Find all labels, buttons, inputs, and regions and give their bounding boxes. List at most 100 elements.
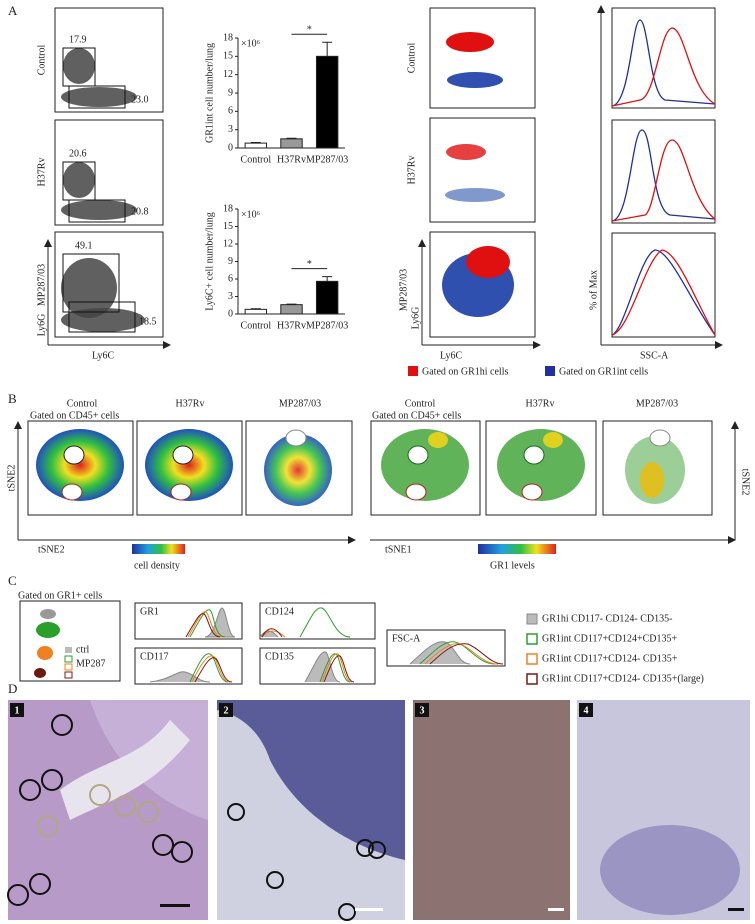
gate-value: 20.6 bbox=[69, 148, 87, 159]
column-label: MP287/03 bbox=[636, 398, 678, 409]
legend-label: Gated on GR1int cells bbox=[559, 366, 648, 377]
x-tick-label: MP287/03 bbox=[306, 154, 348, 165]
x-tick-label: MP287/03 bbox=[306, 320, 348, 331]
gate-label: Gated on CD45+ cells bbox=[372, 410, 461, 421]
gate-value: 23.0 bbox=[131, 94, 149, 105]
histograms bbox=[611, 7, 716, 338]
legend-swatch bbox=[545, 366, 555, 376]
column-label: Control bbox=[405, 398, 436, 409]
y-tick-label: 6 bbox=[228, 273, 233, 284]
panel-label: D bbox=[8, 681, 17, 696]
histogram-title: CD117 bbox=[140, 651, 169, 662]
x-tick-label: Control bbox=[241, 320, 272, 331]
y-tick-label: 3 bbox=[228, 291, 233, 302]
legend-label: ctrl bbox=[76, 644, 90, 655]
y-tick-label: 0 bbox=[228, 142, 233, 153]
bar bbox=[315, 280, 339, 315]
legend-label: GR1hi CD117- CD124- CD135- bbox=[542, 613, 672, 624]
legend-swatch bbox=[526, 633, 538, 645]
bar bbox=[315, 55, 339, 149]
image-label: 1 bbox=[15, 705, 20, 716]
tsne-maps bbox=[27, 420, 713, 516]
error-bar bbox=[250, 308, 261, 310]
axis-label: tSNE1 bbox=[385, 544, 412, 555]
gate-label: Gated on GR1+ cells bbox=[18, 590, 102, 601]
histogram-title: GR1 bbox=[140, 606, 159, 617]
tsne-inset bbox=[19, 600, 121, 682]
flow-plot: 49.1 18.5 bbox=[54, 231, 164, 338]
axis-label: tSNE2 bbox=[740, 469, 751, 496]
flow-plot: 20.6 20.8 bbox=[54, 119, 164, 226]
y-tick-label: 0 bbox=[228, 308, 233, 319]
gate-label: Gated on CD45+ cells bbox=[30, 410, 119, 421]
axis-label: Ly6C bbox=[440, 350, 463, 361]
y-tick-label: 15 bbox=[223, 51, 233, 62]
color-bar-label: GR1 levels bbox=[490, 560, 535, 571]
axis-label: SSC-A bbox=[640, 350, 669, 361]
x-tick-label: Control bbox=[241, 154, 272, 165]
legend-swatch bbox=[526, 613, 538, 625]
histogram-title: FSC-A bbox=[392, 633, 421, 644]
scale-label: ×10⁶ bbox=[241, 209, 261, 220]
gate-value: 49.1 bbox=[75, 240, 93, 251]
image-label: 2 bbox=[224, 705, 229, 716]
scale-label: ×10⁶ bbox=[241, 38, 261, 49]
row-label: Control bbox=[36, 45, 47, 76]
legend-label: GR1int CD117+CD124- CD135+ bbox=[542, 653, 678, 664]
color-bar-label: cell density bbox=[134, 560, 180, 571]
y-axis-label: Ly6C+ cell number/lung bbox=[204, 212, 215, 310]
x-tick-label: H37Rv bbox=[277, 154, 306, 165]
legend-label: GR1int CD117+CD124- CD135+(large) bbox=[542, 673, 704, 684]
column-label: MP287/03 bbox=[279, 398, 321, 409]
error-bar bbox=[322, 276, 333, 282]
column-label: H37Rv bbox=[176, 398, 205, 409]
y-tick-label: 9 bbox=[228, 87, 233, 98]
legend-swatch bbox=[526, 653, 538, 665]
legend-swatch bbox=[408, 366, 418, 376]
row-label: H37Rv bbox=[406, 156, 417, 185]
legend-label: MP287 bbox=[76, 658, 105, 669]
gate-value: 18.5 bbox=[139, 316, 157, 327]
legend-swatch bbox=[526, 673, 538, 685]
y-tick-label: 12 bbox=[223, 238, 233, 249]
axis-label: Ly6C bbox=[92, 350, 115, 361]
y-tick-label: 3 bbox=[228, 124, 233, 135]
row-label: MP287/03 bbox=[398, 269, 409, 311]
bar bbox=[280, 304, 303, 315]
y-tick-label: 15 bbox=[223, 221, 233, 232]
image-label: 3 bbox=[420, 705, 425, 716]
bar bbox=[244, 308, 268, 315]
flow-plot: 17.9 23.0 bbox=[54, 7, 164, 113]
y-tick-label: 12 bbox=[223, 69, 233, 80]
error-bar bbox=[250, 142, 261, 144]
column-label: Control bbox=[67, 398, 98, 409]
gate-value: 17.9 bbox=[69, 34, 87, 45]
legend-label: Gated on GR1hi cells bbox=[422, 366, 508, 377]
panel-label: A bbox=[8, 3, 18, 18]
bar bbox=[280, 138, 303, 149]
panel-label: B bbox=[8, 391, 17, 406]
error-bar bbox=[286, 137, 297, 139]
legend-label: GR1int CD117+CD124+CD135+ bbox=[542, 633, 678, 644]
x-tick-label: H37Rv bbox=[277, 320, 306, 331]
marker-histograms bbox=[134, 602, 506, 685]
histogram-title: CD124 bbox=[265, 606, 294, 617]
error-bar bbox=[322, 41, 333, 57]
color-bar bbox=[132, 544, 185, 554]
y-tick-label: 18 bbox=[223, 203, 233, 214]
axis-label: tSNE2 bbox=[38, 544, 65, 555]
annotation: * bbox=[307, 25, 312, 36]
image-label: 4 bbox=[584, 705, 589, 716]
histogram-title: CD135 bbox=[265, 651, 294, 662]
annotation: * bbox=[307, 259, 312, 270]
color-bar bbox=[478, 544, 556, 554]
overlay-plots bbox=[429, 7, 536, 338]
y-tick-label: 6 bbox=[228, 106, 233, 117]
row-label: MP287/03 bbox=[36, 264, 47, 306]
error-bar bbox=[286, 303, 297, 305]
panel-label: C bbox=[8, 573, 17, 588]
axis-label: Ly6G bbox=[410, 307, 421, 330]
y-tick-label: 9 bbox=[228, 256, 233, 267]
axis-label: % of Max bbox=[588, 270, 599, 310]
